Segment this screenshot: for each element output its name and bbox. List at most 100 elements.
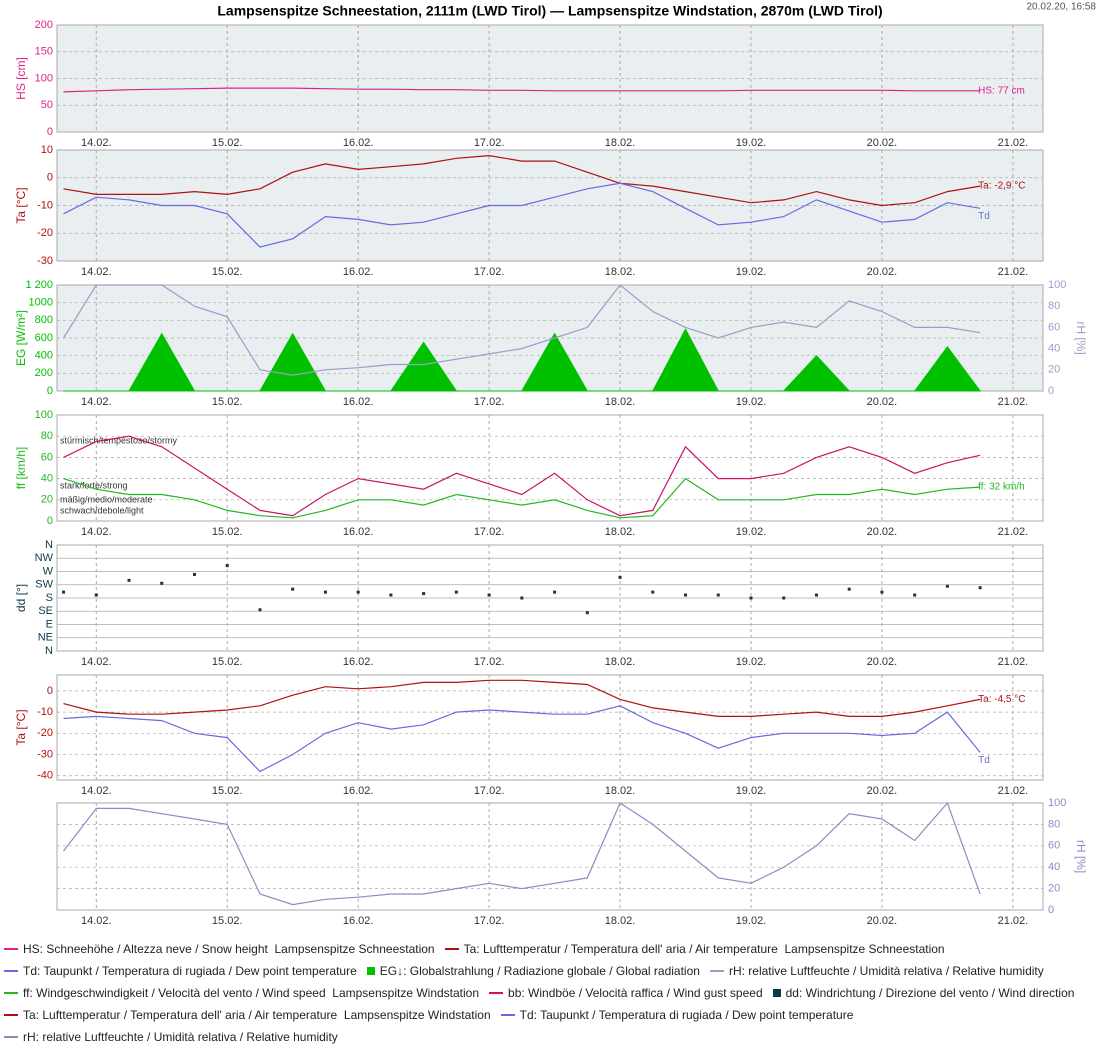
x-tick-label: 14.02. <box>81 137 112 149</box>
y2-tick-label: 100 <box>1048 797 1066 809</box>
x-tick-label: 15.02. <box>212 526 243 538</box>
x-tick-label: 18.02. <box>605 785 636 797</box>
legend-label: EG↓: Globalstrahlung / Radiazione global… <box>379 964 700 978</box>
y-tick-label: 80 <box>41 430 53 442</box>
point <box>258 608 262 612</box>
legend-swatch <box>4 1036 18 1038</box>
y-tick-label: 400 <box>35 350 53 362</box>
x-tick-label: 15.02. <box>212 137 243 149</box>
x-tick-label: 14.02. <box>81 396 112 408</box>
x-tick-label: 21.02. <box>998 656 1029 668</box>
point <box>520 596 524 600</box>
point <box>880 590 884 594</box>
x-tick-label: 15.02. <box>212 785 243 797</box>
series-label: HS: 77 cm <box>978 85 1025 96</box>
x-tick-label: 18.02. <box>605 656 636 668</box>
point <box>422 592 426 596</box>
y-tick-label: 200 <box>35 19 53 31</box>
line <box>62 284 981 376</box>
x-tick-label: 19.02. <box>736 266 767 278</box>
x-tick-label: 17.02. <box>474 396 505 408</box>
legend-item: rH: relative Luftfeuchte / Umidità relat… <box>4 1026 338 1048</box>
y-tick-label: -30 <box>37 255 53 267</box>
point <box>618 575 622 579</box>
x-tick-label: 21.02. <box>998 785 1029 797</box>
legend-swatch <box>772 989 781 997</box>
line <box>63 87 981 93</box>
y2-tick-label: 80 <box>1048 818 1060 830</box>
x-tick-label: 18.02. <box>605 915 636 927</box>
y-tick-label: W <box>43 565 54 577</box>
y-axis-label: Ta [°C] <box>14 187 28 223</box>
legend-item: HS: Schneehöhe / Altezza neve / Snow hei… <box>4 938 435 960</box>
x-tick-label: 20.02. <box>867 137 898 149</box>
series-label: Ta: -4,5 °C <box>978 694 1025 705</box>
point <box>978 586 982 590</box>
y2-tick-label: 80 <box>1048 300 1060 312</box>
legend-item: rH: relative Luftfeuchte / Umidità relat… <box>709 960 1044 982</box>
point <box>684 593 688 597</box>
x-tick-label: 16.02. <box>343 656 374 668</box>
y-tick-label: 10 <box>41 144 53 156</box>
point <box>553 590 557 594</box>
legend: HS: Schneehöhe / Altezza neve / Snow hei… <box>4 938 1096 1048</box>
x-tick-label: 17.02. <box>474 656 505 668</box>
band-label: schwach/debole/light <box>60 505 144 515</box>
series-label: Ta: -2,9 °C <box>978 181 1025 192</box>
x-tick-label: 16.02. <box>343 396 374 408</box>
y-axis-label: Ta [°C] <box>14 709 28 745</box>
y-tick-label: -20 <box>37 227 53 239</box>
point <box>160 581 164 585</box>
series-label: Td <box>978 211 990 222</box>
point <box>454 590 458 594</box>
point <box>356 590 360 594</box>
y-tick-label: 100 <box>35 409 53 421</box>
legend-label: Td: Taupunkt / Temperatura di rugiada / … <box>519 1008 854 1022</box>
legend-swatch <box>4 1014 18 1016</box>
point <box>389 593 393 597</box>
y-tick-label: 1000 <box>29 297 53 309</box>
point <box>225 564 229 568</box>
chart: Lampsenspitze Schneestation, 2111m (LWD … <box>14 2 1096 927</box>
legend-label: Ta: Lufttemperatur / Temperatura dell' a… <box>23 1008 491 1022</box>
y-tick-label: -20 <box>37 727 53 739</box>
point <box>847 587 851 591</box>
x-tick-label: 21.02. <box>998 915 1029 927</box>
point <box>192 572 196 576</box>
line <box>63 182 981 248</box>
point <box>716 593 720 597</box>
y-tick-label: NW <box>35 552 54 564</box>
x-tick-label: 14.02. <box>81 785 112 797</box>
y-tick-label: 20 <box>41 494 53 506</box>
y-tick-label: -40 <box>37 770 53 782</box>
line <box>63 435 981 517</box>
y-tick-label: 100 <box>35 72 53 84</box>
line <box>63 154 981 207</box>
x-tick-label: 20.02. <box>867 785 898 797</box>
x-tick-label: 14.02. <box>81 526 112 538</box>
y-tick-label: E <box>46 618 53 630</box>
point <box>62 590 66 594</box>
y-tick-label: S <box>46 592 53 604</box>
point <box>291 587 295 591</box>
legend-label: Td: Taupunkt / Temperatura di rugiada / … <box>23 964 357 978</box>
y-tick-label: 800 <box>35 314 53 326</box>
y2-tick-label: 60 <box>1048 840 1060 852</box>
band-label: stürmisch/tempestoso/stormy <box>60 435 178 445</box>
y-tick-label: N <box>45 539 53 551</box>
legend-swatch <box>4 970 18 972</box>
legend-swatch <box>366 967 375 975</box>
point <box>814 593 818 597</box>
x-tick-label: 17.02. <box>474 915 505 927</box>
x-tick-label: 16.02. <box>343 137 374 149</box>
x-tick-label: 19.02. <box>736 656 767 668</box>
line <box>63 705 981 773</box>
plot-area <box>56 414 1044 522</box>
legend-swatch <box>500 1014 515 1016</box>
legend-swatch <box>4 992 18 994</box>
y-tick-label: 0 <box>47 685 53 697</box>
x-tick-label: 19.02. <box>736 396 767 408</box>
legend-label: rH: relative Luftfeuchte / Umidità relat… <box>23 1030 338 1044</box>
point <box>913 593 917 597</box>
